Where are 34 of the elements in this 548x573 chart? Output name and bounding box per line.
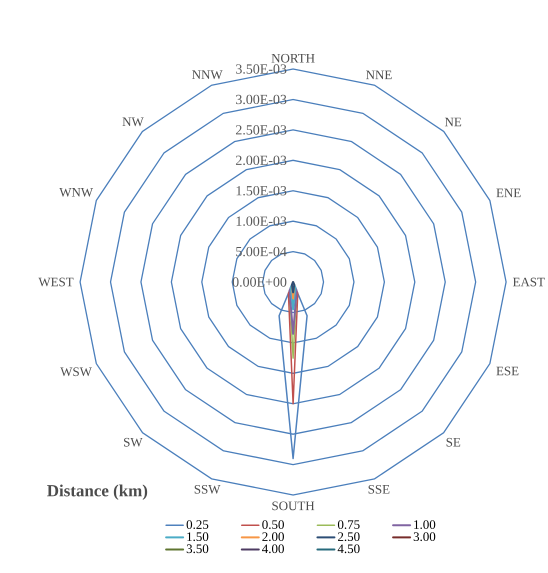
y-tick-label: 2.00E-03 [236,156,286,166]
y-tick-label: 1.00E-03 [236,216,286,226]
spoke-label: ESE [496,366,518,376]
spoke-label: NW [122,118,144,126]
y-tick-label: 3.50E-03 [236,64,286,74]
legend-label: 0.25 [186,520,208,530]
spoke-label: NNE [366,70,392,80]
spoke-label: NE [444,118,462,126]
spoke-label: NORTH [272,54,315,63]
y-tick-label: 1.50E-03 [236,186,286,196]
y-tick-label: 2.50E-03 [236,125,286,135]
spoke-label: WEST [38,278,74,286]
legend-label: 2.50 [338,532,360,542]
y-tick-label: 3.00E-03 [236,94,286,104]
spoke-label: EAST [512,278,545,286]
legend-label: 4.50 [338,544,360,554]
spoke-label: NNW [192,70,223,80]
spoke-label: WSW [60,367,92,376]
spoke-label: SE [446,438,460,447]
spoke-label: SSW [194,484,220,494]
legend-label: 0.75 [338,520,360,530]
spoke-label: SSE [368,484,390,494]
spoke-label: SW [124,438,143,447]
spoke-label: SOUTH [272,502,314,510]
spoke-label: ENE [496,188,521,198]
legend-label: 4.00 [262,544,284,554]
spoke-label: WNW [59,188,94,197]
legend-label: 2.00 [262,532,284,542]
legend-label: 1.50 [187,532,208,542]
legend-label: 3.00 [414,532,436,542]
legend-title: Distance (km) [47,484,148,500]
legend-label: 0.50 [262,520,284,530]
legend-label: 1.00 [414,520,436,530]
legend-label: 3.50 [186,544,208,554]
